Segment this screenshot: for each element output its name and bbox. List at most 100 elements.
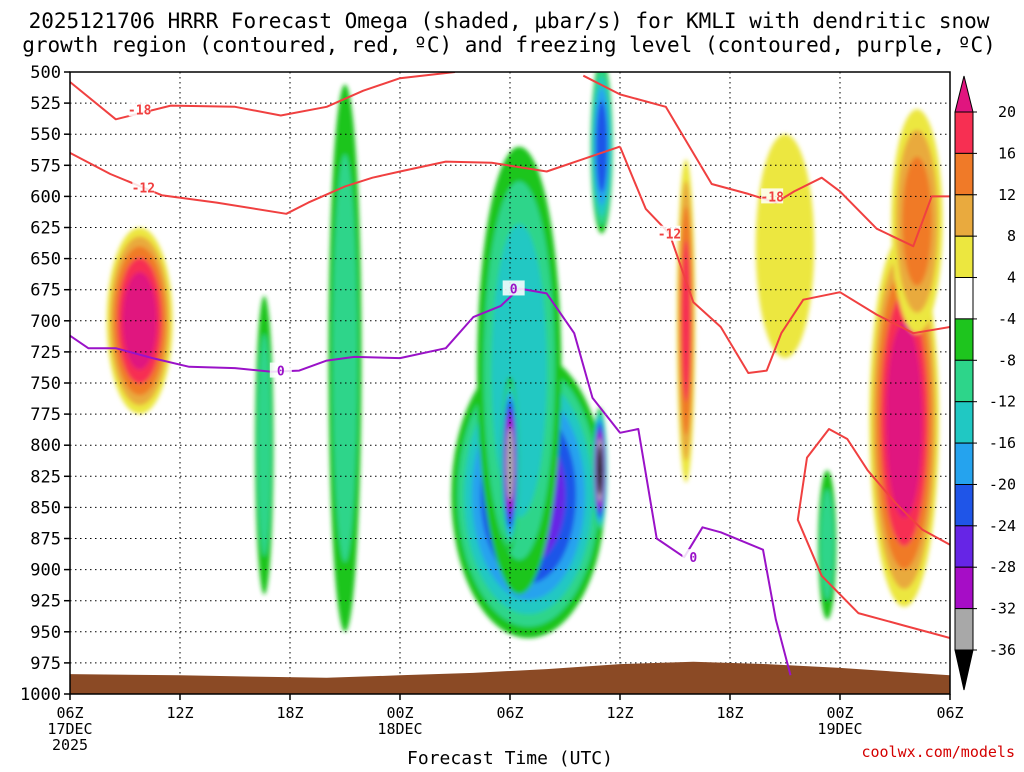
y-tick-label: 625 (30, 219, 61, 239)
chart-title-line-1: 2025121706 HRRR Forecast Omega (shaded, … (29, 9, 990, 33)
colorbar-label: -28 (989, 558, 1016, 576)
omega-cell-10-level (902, 156, 932, 286)
colorbar-label: -36 (989, 641, 1016, 659)
colorbar-label: -24 (989, 517, 1016, 535)
colorbar-bin (954, 566, 974, 610)
y-tick-label: 825 (30, 467, 61, 487)
colorbar-label: -16 (989, 434, 1016, 452)
dgz-contour-label-2: -12 (658, 228, 681, 243)
freezing-level-label-1: 0 (510, 282, 518, 297)
x-tick-label: 18Z (276, 704, 303, 722)
colorbar-label: 16 (998, 144, 1016, 162)
dgz-contour-3 (582, 74, 950, 248)
x-tick-label: 06Z (496, 704, 523, 722)
dgz-contour-4 (796, 428, 950, 639)
y-tick-label: 900 (30, 561, 61, 581)
colorbar: 20 16 12 8 4 -4 -8 -12 -16 -20 -24 -28 -32 -36 (954, 75, 1016, 691)
omega-cell-12-level (820, 489, 834, 601)
y-tick-label: 850 (30, 498, 61, 518)
colorbar-label: -20 (989, 475, 1016, 493)
x-axis-title: Forecast Time (UTC) (407, 748, 613, 768)
credit-text: coolwx.com/models (861, 743, 1015, 761)
y-tick-label: 525 (30, 94, 61, 114)
colorbar-bin (954, 401, 974, 444)
colorbar-bin (954, 194, 974, 237)
colorbar-bin (954, 484, 974, 527)
chart-title-line-2: growth region (contoured, red, ºC) and f… (22, 33, 996, 57)
y-tick-label: 675 (30, 281, 61, 301)
dgz-contour-1 (70, 145, 621, 215)
colorbar-label: 12 (998, 186, 1016, 204)
omega-cell-5-level (506, 427, 514, 501)
y-tick-label: 950 (30, 623, 61, 643)
colorbar-bottom-arrow (954, 649, 974, 691)
x-tick-label: 00Z (826, 704, 853, 722)
colorbar-bin (954, 525, 974, 568)
colorbar-label: -8 (998, 351, 1016, 369)
y-tick-label: 550 (30, 125, 61, 145)
y-axis: 500 525 550 575 600 625 650 675 700 725 750 775 800 8… (20, 63, 70, 705)
colorbar-bin (954, 152, 974, 196)
colorbar-bin (954, 318, 974, 361)
y-tick-label: 575 (30, 156, 61, 176)
colorbar-bin (954, 235, 974, 279)
freezing-level-contour (70, 287, 792, 676)
freezing-level-label-0-bg (269, 362, 292, 378)
x-tick-label: 18Z (716, 704, 743, 722)
y-tick-label: 600 (30, 187, 61, 207)
colorbar-bin (954, 359, 974, 403)
omega-cell-11-level (755, 134, 815, 359)
omega-cell-0-level (122, 272, 157, 370)
omega-cell-4-level (491, 224, 547, 518)
colorbar-bin (954, 608, 974, 651)
colorbar-label: -32 (989, 600, 1016, 618)
omega-cell-1-level (257, 333, 272, 557)
dgz-contour-label-1: -12 (132, 182, 155, 197)
x-tick-date-label: 17DEC (47, 720, 92, 738)
x-tick-label: 00Z (386, 704, 413, 722)
y-tick-label: 500 (30, 63, 61, 83)
colorbar-label: -12 (989, 393, 1016, 411)
dgz-contour-label-0-bg (128, 101, 151, 117)
y-tick-label: 800 (30, 436, 61, 456)
colorbar-bin (954, 442, 974, 486)
terrain-surface (70, 661, 950, 694)
x-tick-label: 06Z (936, 704, 963, 722)
y-tick-label: 975 (30, 654, 61, 674)
colorbar-label: 8 (1007, 227, 1016, 245)
colorbar-bin (954, 111, 974, 154)
colorbar-label: -4 (998, 310, 1016, 328)
colorbar-label: 20 (998, 103, 1016, 121)
omega-cell-6-level (596, 445, 603, 495)
x-tick-label: 06Z (56, 704, 83, 722)
plot-area: -18 -12 -12 -18 0 0 0 (70, 72, 950, 694)
contour-lines: -18 -12 -12 -18 0 0 0 (70, 72, 950, 676)
y-tick-label: 700 (30, 312, 61, 332)
x-tick-date-label: 19DEC (817, 720, 862, 738)
dgz-contour-label-2-bg (658, 225, 681, 241)
y-tick-label: 725 (30, 343, 61, 363)
colorbar-bin (954, 277, 974, 320)
freezing-level-label-1-bg (502, 280, 525, 296)
freezing-level-label-2: 0 (689, 551, 697, 566)
y-tick-label: 925 (30, 592, 61, 612)
x-tick-date-label: 18DEC (377, 720, 422, 738)
colorbar-label: 4 (1007, 269, 1016, 287)
x-tick-year-label: 2025 (52, 736, 88, 754)
y-tick-label: 1000 (20, 685, 61, 705)
omega-cell-9-level (886, 322, 923, 518)
dgz-contour-label-3: -18 (760, 190, 784, 205)
y-tick-label: 775 (30, 405, 61, 425)
y-tick-label: 875 (30, 530, 61, 550)
freezing-level-label-0: 0 (277, 365, 285, 380)
freezing-level-label-2-bg (682, 549, 705, 565)
dgz-contour-label-1-bg (132, 179, 155, 195)
dgz-contour-label-0: -18 (128, 103, 152, 118)
colorbar-top-arrow (954, 75, 974, 113)
y-tick-label: 650 (30, 250, 61, 270)
x-tick-label: 12Z (166, 704, 193, 722)
x-tick-label: 12Z (606, 704, 633, 722)
dgz-contour-label-3-bg (761, 188, 784, 204)
